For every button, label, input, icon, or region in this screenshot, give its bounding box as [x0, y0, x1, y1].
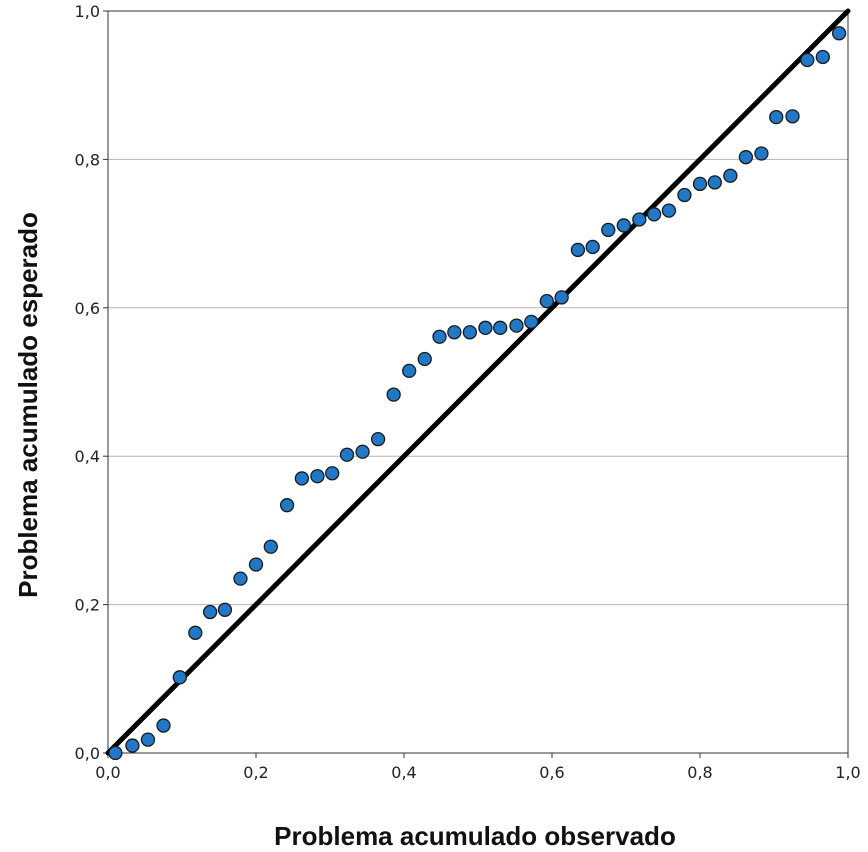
- y-tick-label: 0,8: [75, 150, 100, 169]
- x-tick-label: 1,0: [835, 763, 860, 782]
- data-point: [372, 433, 385, 446]
- data-point: [678, 189, 691, 202]
- x-tick-label: 0,0: [95, 763, 120, 782]
- data-point: [540, 295, 553, 308]
- data-point: [418, 352, 431, 365]
- data-point: [633, 213, 646, 226]
- data-point: [403, 364, 416, 377]
- data-point: [311, 470, 324, 483]
- data-point: [494, 321, 507, 334]
- data-point: [739, 151, 752, 164]
- data-point: [662, 204, 675, 217]
- data-point: [801, 53, 814, 66]
- data-point: [157, 719, 170, 732]
- data-point: [463, 326, 476, 339]
- data-point: [250, 558, 263, 571]
- data-point: [173, 671, 186, 684]
- data-point: [525, 315, 538, 328]
- data-point: [109, 747, 122, 760]
- x-tick-label: 0,6: [539, 763, 564, 782]
- y-tick-label: 0,6: [75, 299, 100, 318]
- data-point: [833, 27, 846, 40]
- data-point: [218, 603, 231, 616]
- y-tick-label: 0,4: [75, 447, 100, 466]
- data-point: [387, 388, 400, 401]
- data-point: [141, 733, 154, 746]
- data-point: [510, 319, 523, 332]
- data-points: [109, 27, 846, 760]
- data-point: [341, 448, 354, 461]
- data-point: [234, 572, 247, 585]
- data-point: [602, 223, 615, 236]
- data-point: [448, 326, 461, 339]
- data-point: [694, 177, 707, 190]
- reference-line: [108, 11, 848, 753]
- data-point: [126, 739, 139, 752]
- data-point: [617, 219, 630, 232]
- data-point: [770, 111, 783, 124]
- data-point: [479, 321, 492, 334]
- data-point: [586, 240, 599, 253]
- data-point: [281, 499, 294, 512]
- data-point: [724, 169, 737, 182]
- x-axis-ticks: 0,0 0,2 0,4 0,6 0,8 1,0: [95, 753, 860, 782]
- data-point: [356, 445, 369, 458]
- x-tick-label: 0,4: [391, 763, 416, 782]
- x-tick-label: 0,8: [687, 763, 712, 782]
- y-tick-label: 1,0: [75, 2, 100, 21]
- data-point: [189, 626, 202, 639]
- data-point: [295, 472, 308, 485]
- y-tick-label: 0,2: [75, 596, 100, 615]
- data-point: [708, 176, 721, 189]
- data-point: [786, 110, 799, 123]
- data-point: [571, 243, 584, 256]
- y-tick-label: 0,0: [75, 744, 100, 763]
- data-point: [204, 606, 217, 619]
- data-point: [648, 208, 661, 221]
- data-point: [555, 291, 568, 304]
- y-axis-ticks: 0,0 0,2 0,4 0,6 0,8 1,0: [75, 2, 108, 763]
- data-point: [816, 51, 829, 64]
- data-point: [264, 540, 277, 553]
- y-axis-title: Problema acumulado esperado: [13, 212, 43, 598]
- x-axis-title: Problema acumulado observado: [274, 821, 676, 851]
- data-point: [433, 330, 446, 343]
- x-tick-label: 0,2: [243, 763, 268, 782]
- data-point: [755, 147, 768, 160]
- data-point: [326, 467, 339, 480]
